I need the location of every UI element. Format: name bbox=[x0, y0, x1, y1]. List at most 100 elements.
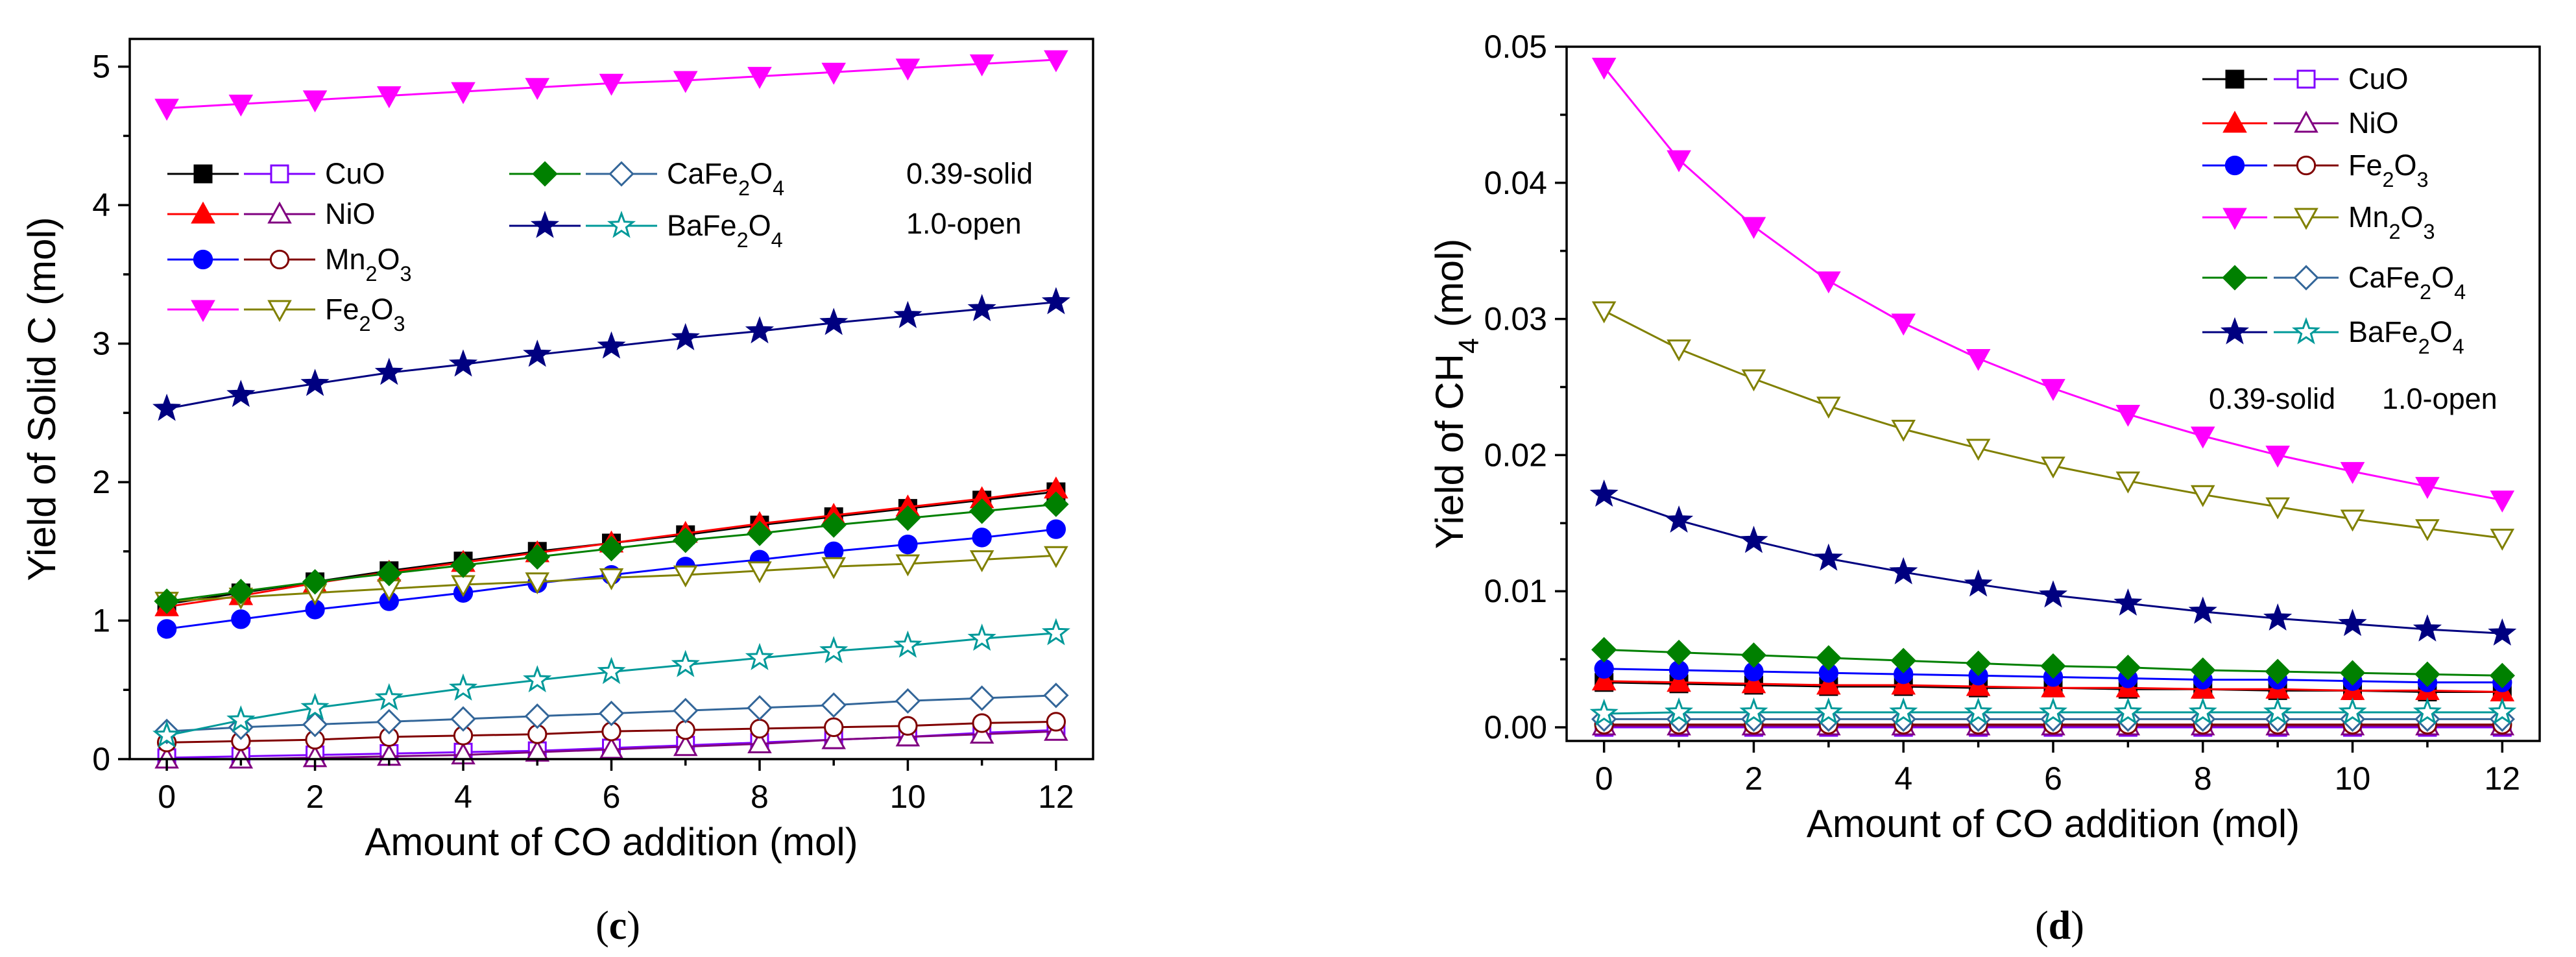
data-point-cafe2o4-solid-3 bbox=[376, 561, 402, 587]
data-point-bafe2o4-solid-4 bbox=[448, 349, 478, 377]
data-point-bafe2o4-open-0 bbox=[1589, 698, 1619, 726]
legend-entry-mn2o3: Mn2O3 bbox=[2202, 200, 2435, 243]
legend-entry-fe2o3: Fe2O3 bbox=[2202, 149, 2429, 191]
data-point-cafe2o4-open-11 bbox=[969, 685, 995, 711]
data-point-mn2o3-solid-8 bbox=[2190, 426, 2215, 449]
data-point-bafe2o4-open-9 bbox=[819, 636, 849, 664]
legend-marker-solid bbox=[193, 249, 213, 270]
series-bafe2o4-open bbox=[152, 618, 1070, 748]
x-tick-label-10: 10 bbox=[2335, 760, 2371, 797]
data-point-bafe2o4-open-6 bbox=[597, 657, 626, 684]
data-point-cafe2o4-open-10 bbox=[895, 688, 921, 714]
data-point-mn2o3-open-12 bbox=[2490, 528, 2515, 551]
data-point-fe2o3-solid-1 bbox=[228, 94, 254, 117]
legend-entry-cuo: CuO bbox=[2202, 62, 2409, 95]
y-tick-label-0-01: 0.01 bbox=[1484, 573, 1547, 609]
plot-frame bbox=[128, 38, 1094, 760]
data-point-mn2o3-solid-10 bbox=[898, 534, 918, 555]
data-point-bafe2o4-solid-8 bbox=[2188, 596, 2217, 624]
data-point-cafe2o4-solid-0 bbox=[154, 588, 180, 614]
legend-marker-open bbox=[270, 164, 289, 184]
data-point-bafe2o4-open-2 bbox=[300, 692, 330, 720]
data-point-mn2o3-solid-3 bbox=[1816, 271, 1841, 294]
series-nio-open bbox=[154, 718, 1068, 769]
data-point-cafe2o4-solid-7 bbox=[2115, 655, 2141, 681]
legend-entry-nio: NiO bbox=[2202, 106, 2399, 139]
data-point-mn2o3-solid-11 bbox=[2415, 477, 2440, 500]
data-point-bafe2o4-open-10 bbox=[2338, 697, 2367, 725]
data-point-bafe2o4-solid-4 bbox=[1889, 557, 1918, 585]
legend-marker-open bbox=[2294, 208, 2318, 230]
y-tick-label-2: 2 bbox=[92, 464, 110, 500]
legend-marker-solid bbox=[2222, 208, 2247, 230]
series-cafe2o4-solid bbox=[1591, 636, 2515, 688]
legend-marker-solid bbox=[532, 161, 558, 187]
data-point-nio-open-6 bbox=[599, 736, 624, 759]
data-point-cafe2o4-open-2 bbox=[302, 711, 328, 738]
x-tick-label-2: 2 bbox=[306, 779, 324, 815]
data-point-fe2o3-open-5 bbox=[525, 572, 550, 595]
data-point-nio-solid-2 bbox=[1741, 671, 1766, 694]
legend-label: CuO bbox=[2348, 62, 2409, 95]
y-tick-label-0-03: 0.03 bbox=[1484, 301, 1547, 337]
legend-entry-bafe2o4: BaFe2O4 bbox=[509, 209, 783, 252]
data-point-cafe2o4-solid-2 bbox=[302, 569, 328, 595]
legend-marker-solid bbox=[193, 164, 213, 184]
y-tick-label-4: 4 bbox=[92, 187, 110, 223]
data-point-mn2o3-open-10 bbox=[2340, 509, 2365, 532]
data-point-mn2o3-solid-6 bbox=[2041, 379, 2065, 401]
data-point-mn2o3-solid-12 bbox=[2490, 491, 2515, 513]
series-fe2o3-solid bbox=[154, 50, 1068, 121]
data-point-fe2o3-open-8 bbox=[747, 561, 772, 584]
data-point-cafe2o4-solid-8 bbox=[2190, 657, 2216, 683]
data-point-bafe2o4-open-4 bbox=[448, 673, 478, 701]
data-point-bafe2o4-open-0 bbox=[152, 720, 182, 748]
x-tick-label-2: 2 bbox=[1745, 760, 1763, 797]
data-point-bafe2o4-solid-1 bbox=[1664, 505, 1694, 533]
data-point-mn2o3-open-9 bbox=[824, 717, 844, 738]
legend-marker-solid bbox=[2222, 265, 2248, 291]
data-point-bafe2o4-open-9 bbox=[2263, 697, 2293, 725]
data-point-bafe2o4-open-2 bbox=[1739, 697, 1768, 725]
data-point-bafe2o4-open-8 bbox=[745, 642, 775, 670]
x-tick-label-4: 4 bbox=[454, 779, 472, 815]
data-point-mn2o3-open-10 bbox=[898, 716, 918, 736]
legend-label: CaFe2O4 bbox=[667, 157, 784, 200]
data-point-mn2o3-solid-7 bbox=[2115, 404, 2141, 427]
legend-label: NiO bbox=[2348, 106, 2399, 139]
annotation-solid-condition: 0.39-solid bbox=[2209, 382, 2335, 415]
data-point-cafe2o4-open-12 bbox=[1043, 683, 1069, 709]
data-point-cafe2o4-solid-9 bbox=[821, 512, 847, 538]
data-point-mn2o3-solid-5 bbox=[1966, 348, 1991, 371]
legend-label: CaFe2O4 bbox=[2348, 261, 2466, 304]
series-mn2o3-open bbox=[156, 712, 1066, 753]
data-point-cafe2o4-solid-2 bbox=[1740, 642, 1767, 668]
x-tick-label-0: 0 bbox=[158, 779, 176, 815]
data-point-cafe2o4-open-4 bbox=[450, 706, 476, 732]
data-point-bafe2o4-open-7 bbox=[671, 649, 700, 677]
data-point-bafe2o4-open-11 bbox=[967, 623, 996, 651]
series-line-bafe2o4-solid bbox=[166, 301, 1057, 410]
x-tick-label-12: 12 bbox=[2484, 760, 2520, 797]
data-point-cafe2o4-open-5 bbox=[524, 703, 550, 729]
y-tick-label-0-04: 0.04 bbox=[1484, 165, 1547, 201]
legend-marker-solid bbox=[2224, 155, 2245, 176]
data-point-fe2o3-open-6 bbox=[599, 568, 624, 590]
data-point-mn2o3-open-2 bbox=[1741, 369, 1766, 392]
y-tick-label-0-02: 0.02 bbox=[1484, 437, 1547, 473]
legend-label: Mn2O3 bbox=[2348, 200, 2435, 243]
y-tick-label-0-05: 0.05 bbox=[1484, 29, 1547, 65]
data-point-mn2o3-open-1 bbox=[1667, 339, 1691, 362]
panel-label-c: (c) bbox=[596, 904, 640, 948]
data-point-nio-solid-6 bbox=[2041, 675, 2065, 697]
data-point-bafe2o4-solid-0 bbox=[1589, 479, 1619, 507]
data-point-cafe2o4-solid-6 bbox=[2040, 653, 2066, 679]
legend-marker-open bbox=[269, 249, 290, 270]
data-point-nio-solid-0 bbox=[1591, 668, 1617, 691]
data-point-bafe2o4-open-10 bbox=[893, 630, 922, 658]
x-tick-label-6: 6 bbox=[2044, 760, 2062, 797]
legend-marker-open bbox=[608, 161, 634, 187]
series-bafe2o4-solid bbox=[1589, 479, 2517, 646]
data-point-mn2o3-open-6 bbox=[2041, 456, 2065, 479]
